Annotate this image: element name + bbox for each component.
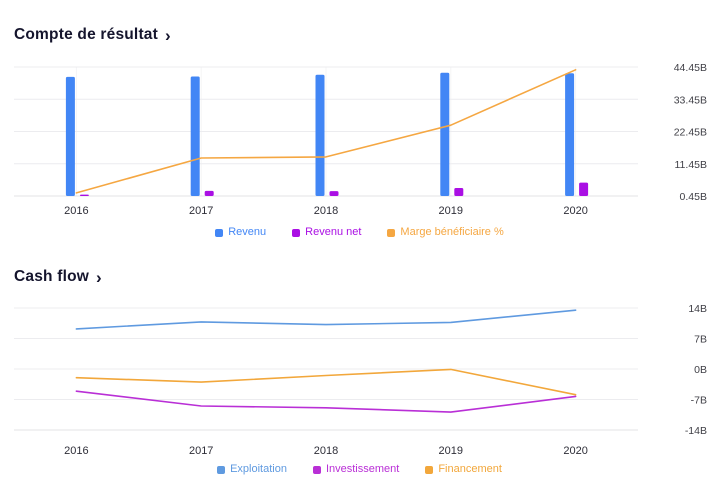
bar-revenu-net	[329, 191, 339, 196]
x-axis-label: 2016	[64, 205, 88, 217]
cash-flow-chart: 14B 7B 0B -7B -14B 2016 2017 2018 2019 2020	[14, 303, 707, 457]
y-axis-tick: 33.45B	[674, 94, 707, 106]
x-axis-label: 2018	[314, 205, 338, 217]
bar-revenu	[65, 76, 75, 196]
x-axis-label: 2020	[563, 445, 587, 457]
line-marge-beneficiaire	[75, 69, 577, 194]
x-axis-label: 2019	[439, 445, 463, 457]
y-axis-tick: 22.45B	[674, 127, 707, 139]
legend-item-exploitation: Exploitation	[217, 464, 287, 475]
y-axis-tick: 11.45B	[675, 159, 708, 171]
legend-label: Financement	[438, 463, 502, 475]
y-axis-tick: -14B	[685, 425, 707, 437]
x-axis-label: 2017	[189, 205, 213, 217]
y-axis-tick: 14B	[688, 303, 707, 315]
bar-revenu	[190, 76, 200, 196]
legend-label: Revenu	[228, 226, 267, 238]
legend-label: Revenu net	[305, 226, 362, 238]
line-exploitation	[75, 309, 577, 330]
legend-swatch	[387, 228, 396, 237]
legend-label: Marge bénéficiaire %	[400, 226, 504, 238]
cash-flow-title-link[interactable]: Cash flow ›	[14, 268, 102, 286]
page-title: Compte de résultat	[14, 26, 158, 43]
bar-revenu	[565, 73, 575, 196]
income-statement-legend: Revenu Revenu net Marge bénéficiaire %	[0, 227, 719, 238]
cash-flow-legend: Exploitation Investissement Financement	[0, 464, 719, 475]
bar-revenu-net	[454, 187, 464, 196]
legend-swatch	[292, 228, 301, 237]
legend-swatch	[217, 465, 226, 474]
legend-item-revenu-net: Revenu net	[292, 227, 361, 238]
chevron-right-icon: ›	[165, 26, 171, 45]
legend-swatch	[215, 228, 224, 237]
income-statement-chart: 44.45B 33.45B 22.45B 11.45B 0.45B 2016 2017 201…	[14, 62, 708, 217]
bar-revenu	[440, 72, 450, 196]
y-axis-tick: -7B	[691, 395, 707, 407]
x-axis-label: 2020	[563, 205, 587, 217]
bar-revenu	[315, 74, 325, 196]
line-investissement	[75, 390, 577, 413]
bar-revenu-net	[79, 194, 89, 196]
legend-label: Investissement	[325, 463, 400, 475]
legend-label: Exploitation	[230, 463, 287, 475]
legend-swatch	[312, 465, 321, 474]
x-axis-label: 2016	[64, 445, 88, 457]
x-axis-label: 2018	[314, 445, 338, 457]
x-axis-label: 2019	[439, 205, 463, 217]
line-financement	[75, 368, 577, 396]
legend-item-financement: Financement	[425, 464, 502, 475]
y-axis-tick: 0.45B	[680, 191, 707, 203]
legend-item-revenu: Revenu	[215, 227, 266, 238]
bar-revenu-net	[204, 190, 214, 196]
y-axis-tick: 0B	[694, 364, 707, 376]
chevron-right-icon: ›	[96, 268, 102, 287]
y-axis-tick: 44.45B	[674, 62, 707, 74]
legend-item-investissement: Investissement	[312, 463, 400, 475]
bar-revenu-net	[579, 182, 589, 196]
legend-item-marge-beneficiaire: Marge bénéficiaire %	[387, 226, 504, 238]
y-axis-tick: 7B	[694, 334, 707, 346]
income-statement-title-link[interactable]: Compte de résultat ›	[14, 26, 171, 44]
page-title: Cash flow	[14, 268, 90, 285]
x-axis-label: 2017	[189, 445, 213, 457]
legend-swatch	[425, 465, 434, 474]
